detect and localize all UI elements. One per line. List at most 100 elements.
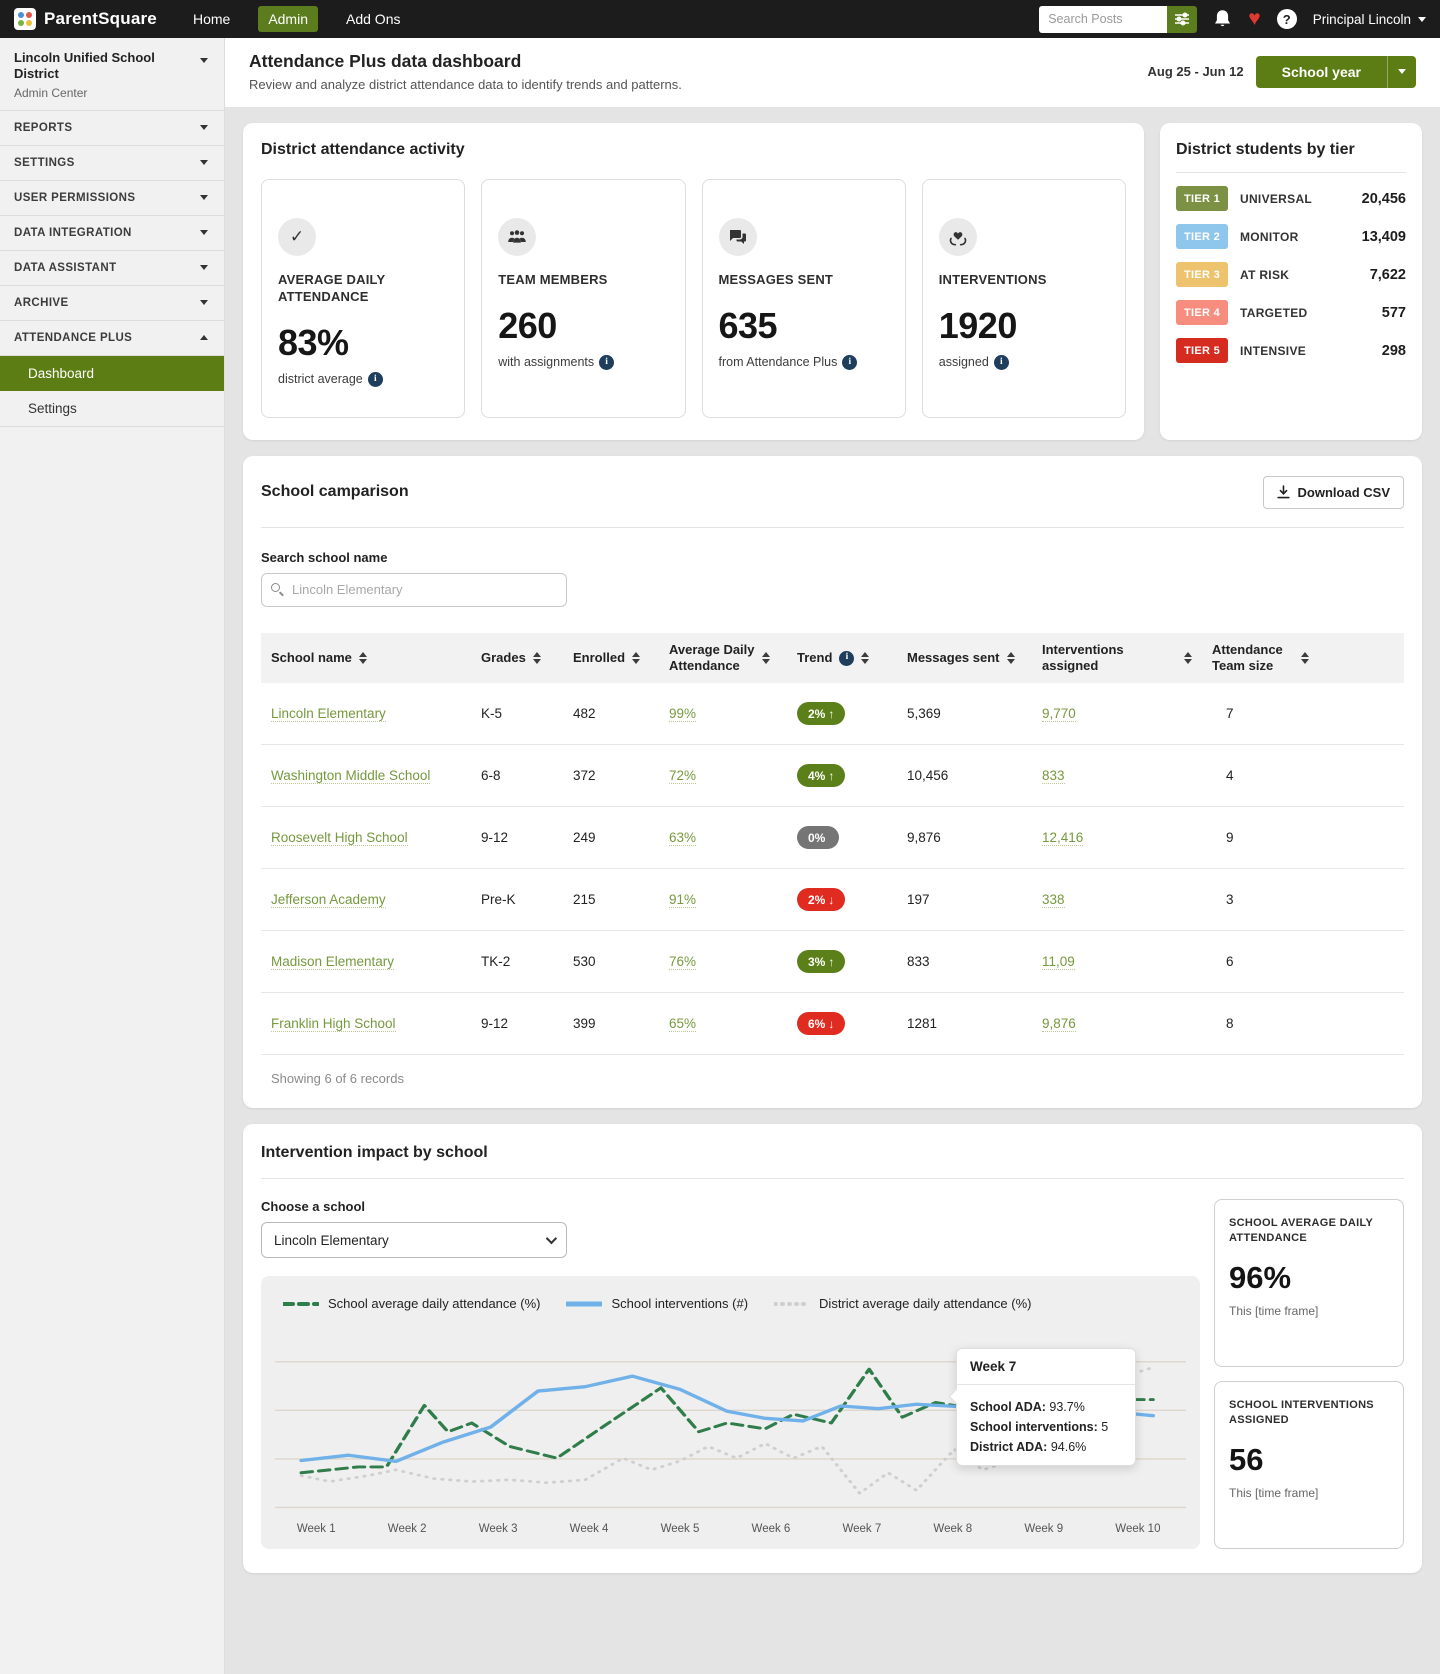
interventions-link[interactable]: 338 — [1042, 892, 1065, 909]
week-label: Week 8 — [933, 1523, 973, 1536]
col-grades[interactable]: Grades — [471, 633, 563, 684]
tiers-title: District students by tier — [1176, 141, 1355, 158]
school-link[interactable]: Roosevelt High School — [271, 830, 408, 847]
col-school-name[interactable]: School name — [261, 633, 471, 684]
sidebar-item-dashboard[interactable]: Dashboard — [0, 355, 224, 391]
tooltip-row: District ADA: 94.6% — [970, 1440, 1087, 1455]
week-label: Week 5 — [660, 1523, 700, 1536]
info-icon[interactable] — [993, 354, 1009, 370]
school-link[interactable]: Jefferson Academy — [271, 892, 386, 909]
legend-swatch-solid — [566, 1301, 603, 1307]
info-icon[interactable] — [842, 354, 858, 370]
stat-value: 635 — [718, 304, 778, 346]
week-label: Week 2 — [387, 1523, 427, 1536]
school-link[interactable]: Madison Elementary — [271, 954, 395, 971]
bell-icon[interactable] — [1213, 9, 1232, 29]
help-icon[interactable] — [1276, 9, 1297, 29]
sidebar-item-reports[interactable]: REPORTS — [0, 111, 224, 146]
sidebar-item-attendance-plus[interactable]: ATTENDANCE PLUS — [0, 321, 224, 356]
sidebar-item-user-permissions[interactable]: USER PERMISSIONS — [0, 181, 224, 216]
sidebar-item-data-integration[interactable]: DATA INTEGRATION — [0, 216, 224, 251]
table-row: Madison Elementary TK-2 530 76% 3% ↑ 833 … — [261, 930, 1404, 993]
admin-center-label: Admin Center — [14, 85, 88, 100]
interventions-link[interactable]: 11,09 — [1042, 954, 1075, 971]
interventions-link[interactable]: 833 — [1042, 768, 1065, 785]
trend-arrow-icon: ↑ — [828, 768, 835, 783]
week-label: Week 1 — [296, 1523, 336, 1536]
ada-link[interactable]: 72% — [669, 768, 697, 785]
nav-admin[interactable]: Admin — [258, 6, 318, 32]
legend-item: District average daily attendance (%) — [774, 1296, 1031, 1311]
interventions-link[interactable]: 9,876 — [1042, 1016, 1076, 1033]
page-header: Attendance Plus data dashboard Review an… — [225, 38, 1440, 107]
page-subtitle: Review and analyze district attendance d… — [249, 77, 682, 92]
col-interventions-assigned[interactable]: Interventions assigned — [1032, 633, 1202, 684]
info-icon[interactable] — [599, 354, 615, 370]
sliders-icon — [1175, 12, 1190, 26]
sort-icon — [1006, 652, 1015, 665]
col-messages-sent[interactable]: Messages sent — [897, 633, 1032, 684]
week-label: Week 7 — [842, 1523, 882, 1536]
school-search-input[interactable] — [261, 572, 567, 607]
chevron-up-icon — [200, 335, 208, 340]
nav-home[interactable]: Home — [192, 11, 231, 27]
sidebar-item-settings[interactable]: SETTINGS — [0, 146, 224, 181]
school-year-button[interactable]: School year — [1255, 55, 1416, 88]
kpi-school-ada: SCHOOL AVERAGE DAILY ATTENDANCE 96% This… — [1214, 1199, 1404, 1368]
stat-value: 1920 — [938, 304, 1018, 346]
heart-icon[interactable] — [1248, 8, 1260, 30]
sidebar-item-archive[interactable]: ARCHIVE — [0, 286, 224, 321]
sidebar-item-data-assistant[interactable]: DATA ASSISTANT — [0, 251, 224, 286]
chart-legend: School average daily attendance (%) Scho… — [275, 1292, 1186, 1313]
team-icon — [498, 218, 537, 256]
nav-add-ons[interactable]: Add Ons — [346, 11, 401, 27]
chevron-down-icon — [200, 265, 208, 270]
info-icon[interactable] — [367, 371, 383, 387]
tier-row: TIER 1 UNIVERSAL 20,456 — [1176, 186, 1406, 211]
school-select[interactable]: Lincoln Elementary — [261, 1222, 567, 1259]
ada-link[interactable]: 76% — [669, 954, 697, 971]
table-row: Roosevelt High School 9-12 249 63% 0% 9,… — [261, 806, 1404, 869]
parentsquare-logo[interactable]: ParentSquare — [14, 8, 157, 30]
ada-link[interactable]: 65% — [669, 1016, 697, 1033]
col-enrolled[interactable]: Enrolled — [563, 633, 659, 684]
table-row: Washington Middle School 6-8 372 72% 4% ↑… — [261, 744, 1404, 807]
chevron-down-icon — [200, 230, 208, 235]
check-icon — [278, 218, 316, 256]
school-year-dropdown[interactable] — [1387, 55, 1416, 88]
search-posts-input[interactable] — [1039, 5, 1168, 33]
school-link[interactable]: Washington Middle School — [271, 768, 431, 785]
download-csv-button[interactable]: Download CSV — [1262, 475, 1404, 509]
stat-card-team-members: TEAM MEMBERS 260 with assignments — [481, 179, 686, 418]
kpi-school-interventions: SCHOOL INTERVENTIONS ASSIGNED 56 This [t… — [1214, 1381, 1404, 1550]
sidebar-item-attendance-settings[interactable]: Settings — [0, 391, 224, 427]
user-name: Principal Lincoln — [1312, 11, 1411, 27]
district-selector[interactable]: Lincoln Unified School District Admin Ce… — [0, 38, 224, 111]
district-name: Lincoln Unified School District — [14, 50, 155, 82]
school-link[interactable]: Franklin High School — [271, 1016, 396, 1033]
chevron-down-icon — [200, 195, 208, 200]
table-row: Jefferson Academy Pre-K 215 91% 2% ↓ 197 … — [261, 868, 1404, 931]
ada-link[interactable]: 63% — [669, 830, 697, 847]
col-ada[interactable]: Average Daily Attendance — [659, 633, 787, 684]
sort-icon — [358, 652, 367, 665]
table-row: Lincoln Elementary K-5 482 99% 2% ↑ 5,369… — [261, 683, 1404, 745]
col-trend[interactable]: Trend — [787, 633, 897, 684]
interventions-link[interactable]: 9,770 — [1042, 706, 1076, 723]
ada-link[interactable]: 99% — [669, 706, 697, 723]
col-attendance-team-size[interactable]: Attendance Team size — [1202, 633, 1404, 684]
user-menu[interactable]: Principal Lincoln — [1313, 12, 1426, 27]
parentsquare-logo-icon — [14, 8, 36, 30]
info-icon[interactable] — [839, 650, 855, 666]
ada-link[interactable]: 91% — [669, 892, 697, 909]
trend-badge: 0% — [797, 826, 840, 850]
school-link[interactable]: Lincoln Elementary — [271, 706, 386, 723]
records-count: Showing 6 of 6 records — [261, 1054, 1404, 1090]
district-students-by-tier-panel: District students by tier TIER 1 UNIVERS… — [1160, 123, 1422, 440]
trend-arrow-icon: ↑ — [828, 954, 835, 969]
sidebar: Lincoln Unified School District Admin Ce… — [0, 38, 225, 1674]
interventions-link[interactable]: 12,416 — [1042, 830, 1084, 847]
impact-title: Intervention impact by school — [261, 1144, 488, 1162]
search-filter-button[interactable] — [1167, 5, 1198, 33]
tier-badge: TIER 4 — [1176, 300, 1228, 325]
